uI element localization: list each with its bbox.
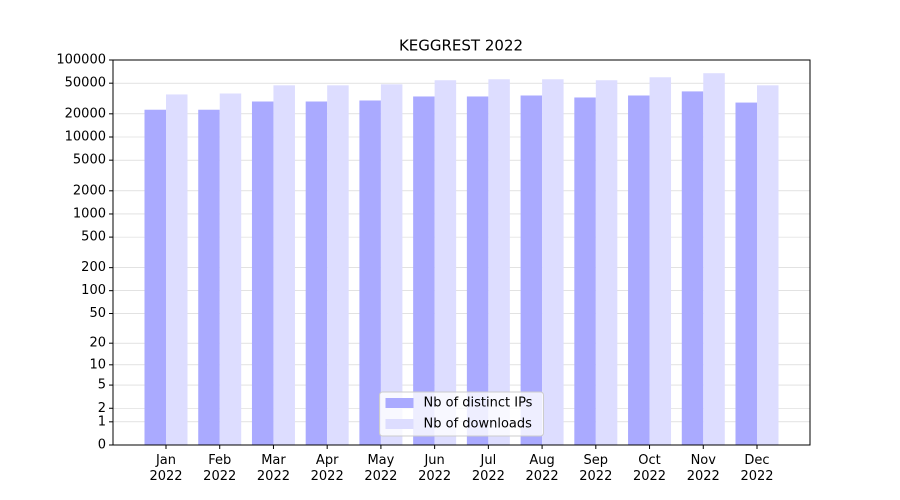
- bar: [520, 95, 543, 445]
- y-tick-label: 10000: [65, 129, 106, 144]
- bar: [380, 84, 403, 445]
- x-tick-label: Dec 2022: [740, 453, 774, 484]
- legend: Nb of distinct IPs Nb of downloads: [379, 391, 544, 437]
- x-tick-label: Apr 2022: [310, 453, 344, 484]
- x-tick-label: Mar 2022: [256, 453, 290, 484]
- y-tick-label: 2000: [73, 183, 106, 198]
- legend-label: Nb of downloads: [424, 417, 533, 432]
- y-tick-label: 5000: [73, 153, 106, 168]
- bar: [273, 85, 295, 446]
- legend-label: Nb of distinct IPs: [424, 396, 533, 411]
- legend-swatch: [385, 419, 414, 429]
- y-tick-label: 1000: [73, 206, 106, 221]
- y-tick-label: 50: [89, 306, 106, 321]
- y-tick-label: 500: [81, 230, 106, 245]
- y-tick-label: 5: [98, 378, 106, 393]
- bar: [219, 93, 242, 445]
- y-tick-label: 200: [81, 260, 106, 275]
- bar: [735, 102, 757, 445]
- bar: [649, 77, 672, 446]
- x-tick-label: Feb 2022: [203, 453, 237, 484]
- bar: [144, 109, 166, 446]
- bar: [703, 73, 725, 445]
- y-tick-label: 100: [81, 283, 106, 298]
- plot-frame: [112, 59, 811, 446]
- y-tick-label: 1: [98, 414, 106, 429]
- bar: [466, 96, 489, 445]
- bar: [305, 101, 328, 445]
- x-tick-label: May 2022: [364, 453, 398, 484]
- bar: [166, 94, 188, 446]
- x-tick-label: Jan 2022: [149, 453, 183, 484]
- bar: [542, 79, 564, 446]
- bar: [595, 80, 618, 445]
- y-tick-label: 50000: [65, 76, 106, 91]
- y-tick-label: 10: [89, 357, 106, 372]
- bar: [574, 97, 596, 446]
- bar: [359, 100, 381, 445]
- legend-frame: [379, 391, 544, 437]
- bar: [434, 80, 457, 445]
- legend-swatch: [385, 398, 414, 408]
- bar: [488, 79, 510, 446]
- x-tick-label: Sep 2022: [579, 453, 613, 484]
- y-tick-label: 2: [98, 401, 106, 416]
- bar: [327, 85, 349, 446]
- bar: [757, 85, 779, 446]
- x-tick-label: Aug 2022: [525, 453, 559, 484]
- x-tick-label: Oct 2022: [632, 453, 667, 484]
- y-tick-label: 100000: [56, 53, 106, 68]
- x-tick-label: Jun 2022: [418, 453, 452, 484]
- x-tick-label: Jul 2022: [471, 453, 505, 484]
- bar: [628, 95, 650, 445]
- bar: [681, 91, 704, 445]
- bar: [198, 109, 220, 446]
- y-tick-label: 0: [98, 438, 106, 453]
- y-tick-label: 20: [89, 336, 106, 351]
- bar: [413, 96, 435, 445]
- bar: [251, 101, 274, 445]
- x-tick-label: Nov 2022: [686, 453, 720, 484]
- chart-title: KEGGREST 2022: [399, 37, 523, 55]
- y-tick-label: 20000: [65, 106, 106, 121]
